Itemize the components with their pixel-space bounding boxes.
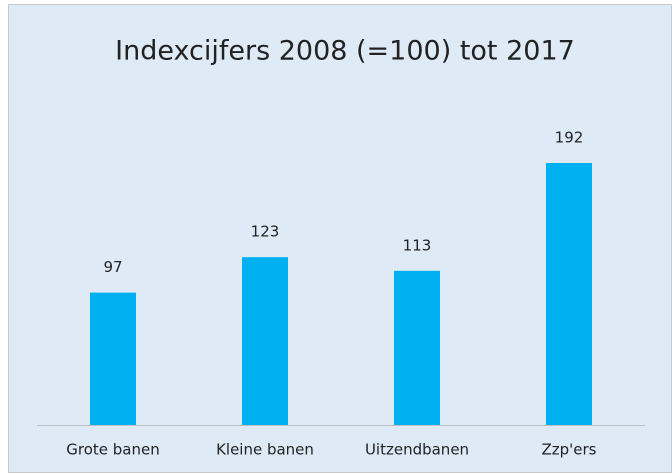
x-tick-label: Uitzendbanen bbox=[365, 441, 469, 459]
chart-title: Indexcijfers 2008 (=100) tot 2017 bbox=[115, 36, 575, 67]
x-tick-label: Kleine banen bbox=[216, 441, 314, 459]
bar bbox=[394, 270, 440, 425]
x-tick-label: Grote banen bbox=[66, 441, 159, 459]
data-label: 97 bbox=[103, 258, 122, 276]
bar bbox=[90, 292, 136, 425]
data-label: 113 bbox=[403, 236, 432, 254]
bar bbox=[546, 163, 592, 425]
data-label: 123 bbox=[251, 223, 280, 241]
x-tick-label: Zzp'ers bbox=[541, 441, 596, 459]
data-label: 192 bbox=[555, 129, 584, 147]
bar bbox=[242, 257, 288, 425]
